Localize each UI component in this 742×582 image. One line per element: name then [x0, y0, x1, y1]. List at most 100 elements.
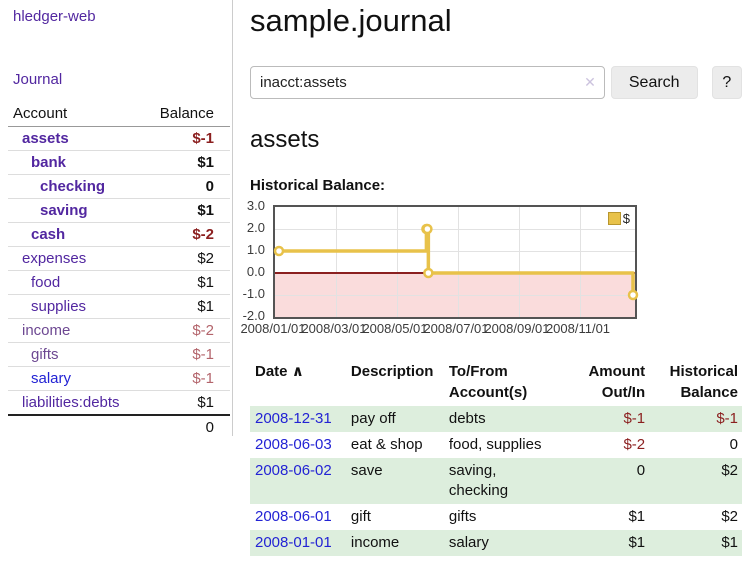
- transaction-accounts: salary: [443, 530, 563, 556]
- page-title: sample.journal: [250, 3, 452, 38]
- gridline: [275, 251, 635, 252]
- transaction-date-link[interactable]: 2008-12-31: [255, 410, 332, 427]
- account-link-checking[interactable]: checking: [40, 178, 106, 195]
- account-link-salary[interactable]: salary: [31, 370, 72, 387]
- account-row-expenses: expenses $2: [8, 246, 230, 271]
- gridline: [397, 207, 398, 317]
- chart-plot-area[interactable]: $: [273, 205, 639, 319]
- sidebar-item-journal[interactable]: Journal: [13, 71, 63, 88]
- sidebar: hledger-web Journal Account Balance asse…: [0, 0, 233, 439]
- x-tick-label: 2008/05/01: [362, 321, 428, 336]
- account-link-cash[interactable]: cash: [31, 226, 66, 243]
- account-link-supplies[interactable]: supplies: [31, 298, 87, 315]
- historical-balance-chart: $ 3.0 2.0 1.0 0.0 -1.0 -2.0 2008/01/01 2008/03…: [240, 198, 742, 337]
- account-link-expenses[interactable]: expenses: [22, 250, 87, 267]
- gridline: [275, 295, 635, 296]
- account-link-income[interactable]: income: [22, 322, 71, 339]
- account-column-header: Account: [8, 101, 141, 127]
- transaction-date-link[interactable]: 2008-06-01: [255, 508, 332, 525]
- main-content: sample.journal ✕ Search ? assets Histori…: [240, 0, 742, 556]
- register-header-row: Date ∧ Description To/From Account(s) Am…: [250, 358, 742, 406]
- account-row-checking: checking 0: [8, 174, 230, 199]
- transaction-accounts: gifts: [448, 508, 477, 525]
- account-link-liabilities-debts[interactable]: liabilities:debts: [22, 394, 120, 411]
- y-tick-label: 0.0: [246, 264, 265, 279]
- transaction-balance: 0: [729, 436, 738, 453]
- account-balance: $1: [140, 270, 230, 295]
- transaction-date-link[interactable]: 2008-06-03: [255, 436, 332, 453]
- help-button[interactable]: ?: [711, 66, 742, 99]
- account-balance: $1: [140, 294, 230, 319]
- transaction-accounts: debts: [443, 406, 563, 432]
- account-link-bank[interactable]: bank: [31, 154, 67, 171]
- account-balance: $1: [197, 394, 214, 411]
- account-row-income: income $-2: [8, 318, 230, 343]
- y-tick-label: -1.0: [242, 286, 265, 301]
- account-balance: $-2: [140, 222, 230, 247]
- x-tick-label: 2008/07/01: [423, 321, 489, 336]
- sort-ascending-icon: ∧: [291, 363, 304, 380]
- y-tick-label: 3.0: [246, 198, 265, 213]
- account-tree-table: Account Balance assets $-1 bank $1 check…: [8, 101, 230, 439]
- account-row-supplies: supplies $1: [8, 294, 230, 319]
- gridline: [580, 207, 581, 317]
- x-tick-label: 2008/11/01: [545, 321, 611, 336]
- balance-series-line: [273, 223, 639, 301]
- account-row-gifts: gifts $-1: [8, 342, 230, 367]
- app-brand-link[interactable]: hledger-web: [13, 8, 96, 25]
- transaction-row: 2008-01-01 income salary $1 $1: [250, 530, 742, 556]
- account-row-bank: bank $1: [8, 150, 230, 175]
- transaction-row: 2008-06-01 gift gifts $1 $2: [250, 504, 742, 530]
- clear-search-icon[interactable]: ✕: [584, 74, 596, 90]
- column-header-amount: Amount Out/In: [588, 363, 646, 401]
- transaction-amount: $1: [628, 508, 646, 525]
- transaction-description: eat & shop: [350, 436, 423, 453]
- y-tick-label: 1.0: [246, 242, 265, 257]
- account-row-assets: assets $-1: [8, 126, 230, 151]
- account-link-saving[interactable]: saving: [40, 202, 88, 219]
- data-point[interactable]: [627, 289, 639, 301]
- transaction-row: 2008-12-31 pay off debts $-1 $-1: [250, 406, 742, 432]
- account-row-cash: cash $-2: [8, 222, 230, 247]
- account-link-food[interactable]: food: [31, 274, 61, 291]
- data-point[interactable]: [422, 223, 433, 235]
- transaction-amount: $-1: [562, 406, 651, 432]
- column-header-accounts: To/From Account(s): [448, 363, 528, 401]
- chart-heading: Historical Balance:: [250, 177, 386, 194]
- account-balance: $1: [140, 150, 230, 175]
- transaction-row: 2008-06-03 eat & shop food, supplies $-2…: [250, 432, 742, 458]
- transaction-description: gift: [350, 508, 371, 525]
- gridline: [458, 207, 459, 317]
- account-row-saving: saving $1: [8, 198, 230, 223]
- account-balance: $-2: [140, 318, 230, 343]
- transaction-amount: $-2: [623, 436, 646, 453]
- account-balance: 0: [140, 174, 230, 199]
- accounts-total-value: 0: [140, 414, 230, 439]
- account-balance: $-1: [140, 366, 230, 391]
- search-button[interactable]: Search: [610, 66, 698, 99]
- gridline: [519, 207, 520, 317]
- legend-swatch-icon: [607, 212, 621, 225]
- x-tick-label: 2008/09/01: [484, 321, 550, 336]
- column-header-date[interactable]: Date ∧: [255, 363, 304, 380]
- account-link-assets[interactable]: assets: [22, 130, 69, 147]
- transaction-accounts: food, supplies: [448, 436, 542, 453]
- x-tick-label: 2008/03/01: [301, 321, 367, 336]
- data-point[interactable]: [273, 245, 285, 257]
- y-tick-label: -2.0: [242, 308, 265, 323]
- transaction-date-link[interactable]: 2008-01-01: [255, 534, 332, 551]
- data-point[interactable]: [423, 267, 434, 279]
- register-table: Date ∧ Description To/From Account(s) Am…: [250, 358, 742, 556]
- transaction-amount: $1: [562, 530, 651, 556]
- account-row-salary: salary $-1: [8, 366, 230, 391]
- column-header-balance: Historical Balance: [669, 363, 738, 401]
- search-bar: ✕ Search ?: [250, 66, 742, 99]
- transaction-balance: $1: [650, 530, 742, 556]
- account-link-gifts[interactable]: gifts: [31, 346, 59, 363]
- gridline: [336, 207, 337, 317]
- search-input[interactable]: [250, 66, 605, 99]
- transaction-description: save: [345, 458, 444, 504]
- transaction-balance: $2: [650, 458, 742, 504]
- accounts-total-row: 0: [8, 414, 230, 439]
- transaction-date-link[interactable]: 2008-06-02: [255, 462, 332, 479]
